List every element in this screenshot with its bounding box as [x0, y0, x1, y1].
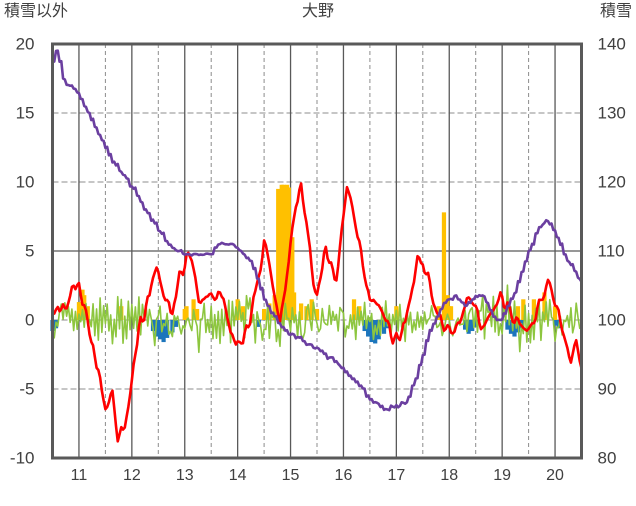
- svg-text:100: 100: [598, 311, 626, 330]
- svg-text:19: 19: [493, 467, 511, 484]
- svg-text:積雪: 積雪: [600, 2, 632, 20]
- svg-text:140: 140: [598, 35, 626, 54]
- svg-text:-10: -10: [10, 449, 35, 468]
- svg-text:20: 20: [16, 35, 35, 54]
- svg-text:12: 12: [123, 467, 141, 484]
- svg-text:15: 15: [16, 104, 35, 123]
- svg-text:14: 14: [229, 467, 247, 484]
- svg-text:18: 18: [440, 467, 458, 484]
- svg-text:120: 120: [598, 173, 626, 192]
- svg-text:積雪以外: 積雪以外: [4, 2, 68, 20]
- svg-text:0: 0: [25, 311, 34, 330]
- svg-text:15: 15: [282, 467, 300, 484]
- svg-text:10: 10: [16, 173, 35, 192]
- svg-text:5: 5: [25, 242, 34, 261]
- svg-text:130: 130: [598, 104, 626, 123]
- svg-text:11: 11: [71, 467, 88, 484]
- svg-text:80: 80: [598, 449, 617, 468]
- svg-text:20: 20: [546, 467, 564, 484]
- svg-text:90: 90: [598, 380, 617, 399]
- svg-text:13: 13: [176, 467, 194, 484]
- svg-text:17: 17: [387, 467, 405, 484]
- svg-text:-5: -5: [19, 380, 34, 399]
- svg-text:110: 110: [598, 242, 625, 261]
- svg-text:16: 16: [335, 467, 353, 484]
- svg-text:大野: 大野: [302, 2, 334, 20]
